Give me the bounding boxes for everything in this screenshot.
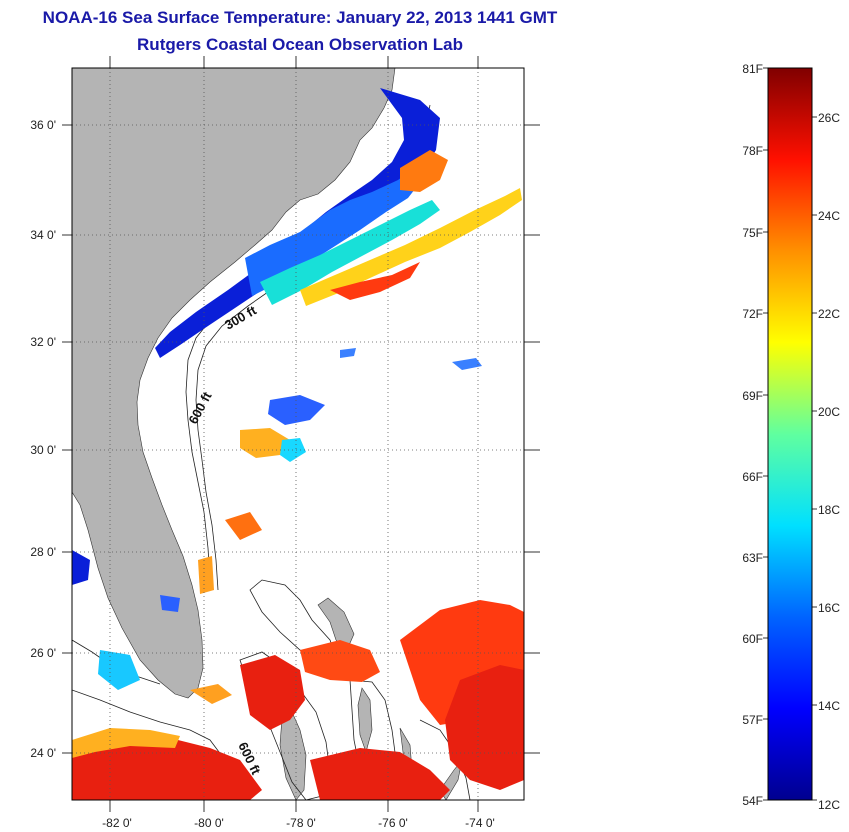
colorbar-f-78: 78F [742, 144, 763, 158]
colorbar-f-75: 75F [742, 226, 763, 240]
colorbar-f-54: 54F [742, 794, 763, 808]
lon-label-82: -82 0' [102, 816, 132, 830]
colorbar-f-72: 72F [742, 307, 763, 321]
colorbar-f-69: 69F [742, 389, 763, 403]
colorbar-f-63: 63F [742, 551, 763, 565]
island-abaco [317, 597, 355, 653]
colorbar: 81F 78F 75F 72F 69F 66F 63F 60F 57F 54F … [742, 62, 840, 812]
lat-label-32: 32 0' [30, 335, 56, 349]
lon-label-78: -78 0' [286, 816, 316, 830]
colorbar-f-57: 57F [742, 713, 763, 727]
lat-label-34: 34 0' [30, 228, 56, 242]
lat-label-26: 26 0' [30, 646, 56, 660]
sst-data-layer [72, 88, 524, 800]
colorbar-c-12: 12C [818, 798, 840, 812]
colorbar-c-14: 14C [818, 699, 840, 713]
colorbar-gradient [767, 67, 813, 801]
land-mass [72, 68, 396, 699]
lon-label-80: -80 0' [194, 816, 224, 830]
colorbar-c-22: 22C [818, 307, 840, 321]
lon-label-76: -76 0' [378, 816, 408, 830]
lat-label-36: 36 0' [30, 118, 56, 132]
colorbar-c-18: 18C [818, 503, 840, 517]
colorbar-f-81: 81F [742, 62, 763, 76]
colorbar-c-16: 16C [818, 601, 840, 615]
map-subtitle: Rutgers Coastal Ocean Observation Lab [137, 35, 463, 54]
map-frame [71, 67, 525, 801]
lat-label-24: 24 0' [30, 746, 56, 760]
lat-label-28: 28 0' [30, 545, 56, 559]
lon-label-74: -74 0' [465, 816, 495, 830]
colorbar-c-24: 24C [818, 209, 840, 223]
map-ticks [62, 56, 540, 812]
colorbar-f-66: 66F [742, 470, 763, 484]
colorbar-c-20: 20C [818, 405, 840, 419]
colorbar-c-26: 26C [818, 111, 840, 125]
map-title: NOAA-16 Sea Surface Temperature: January… [42, 8, 558, 27]
lat-label-30: 30 0' [30, 443, 56, 457]
colorbar-f-60: 60F [742, 632, 763, 646]
map-gridlines [72, 68, 524, 800]
map-panel: 300 ft 600 ft 600 ft [72, 68, 524, 800]
